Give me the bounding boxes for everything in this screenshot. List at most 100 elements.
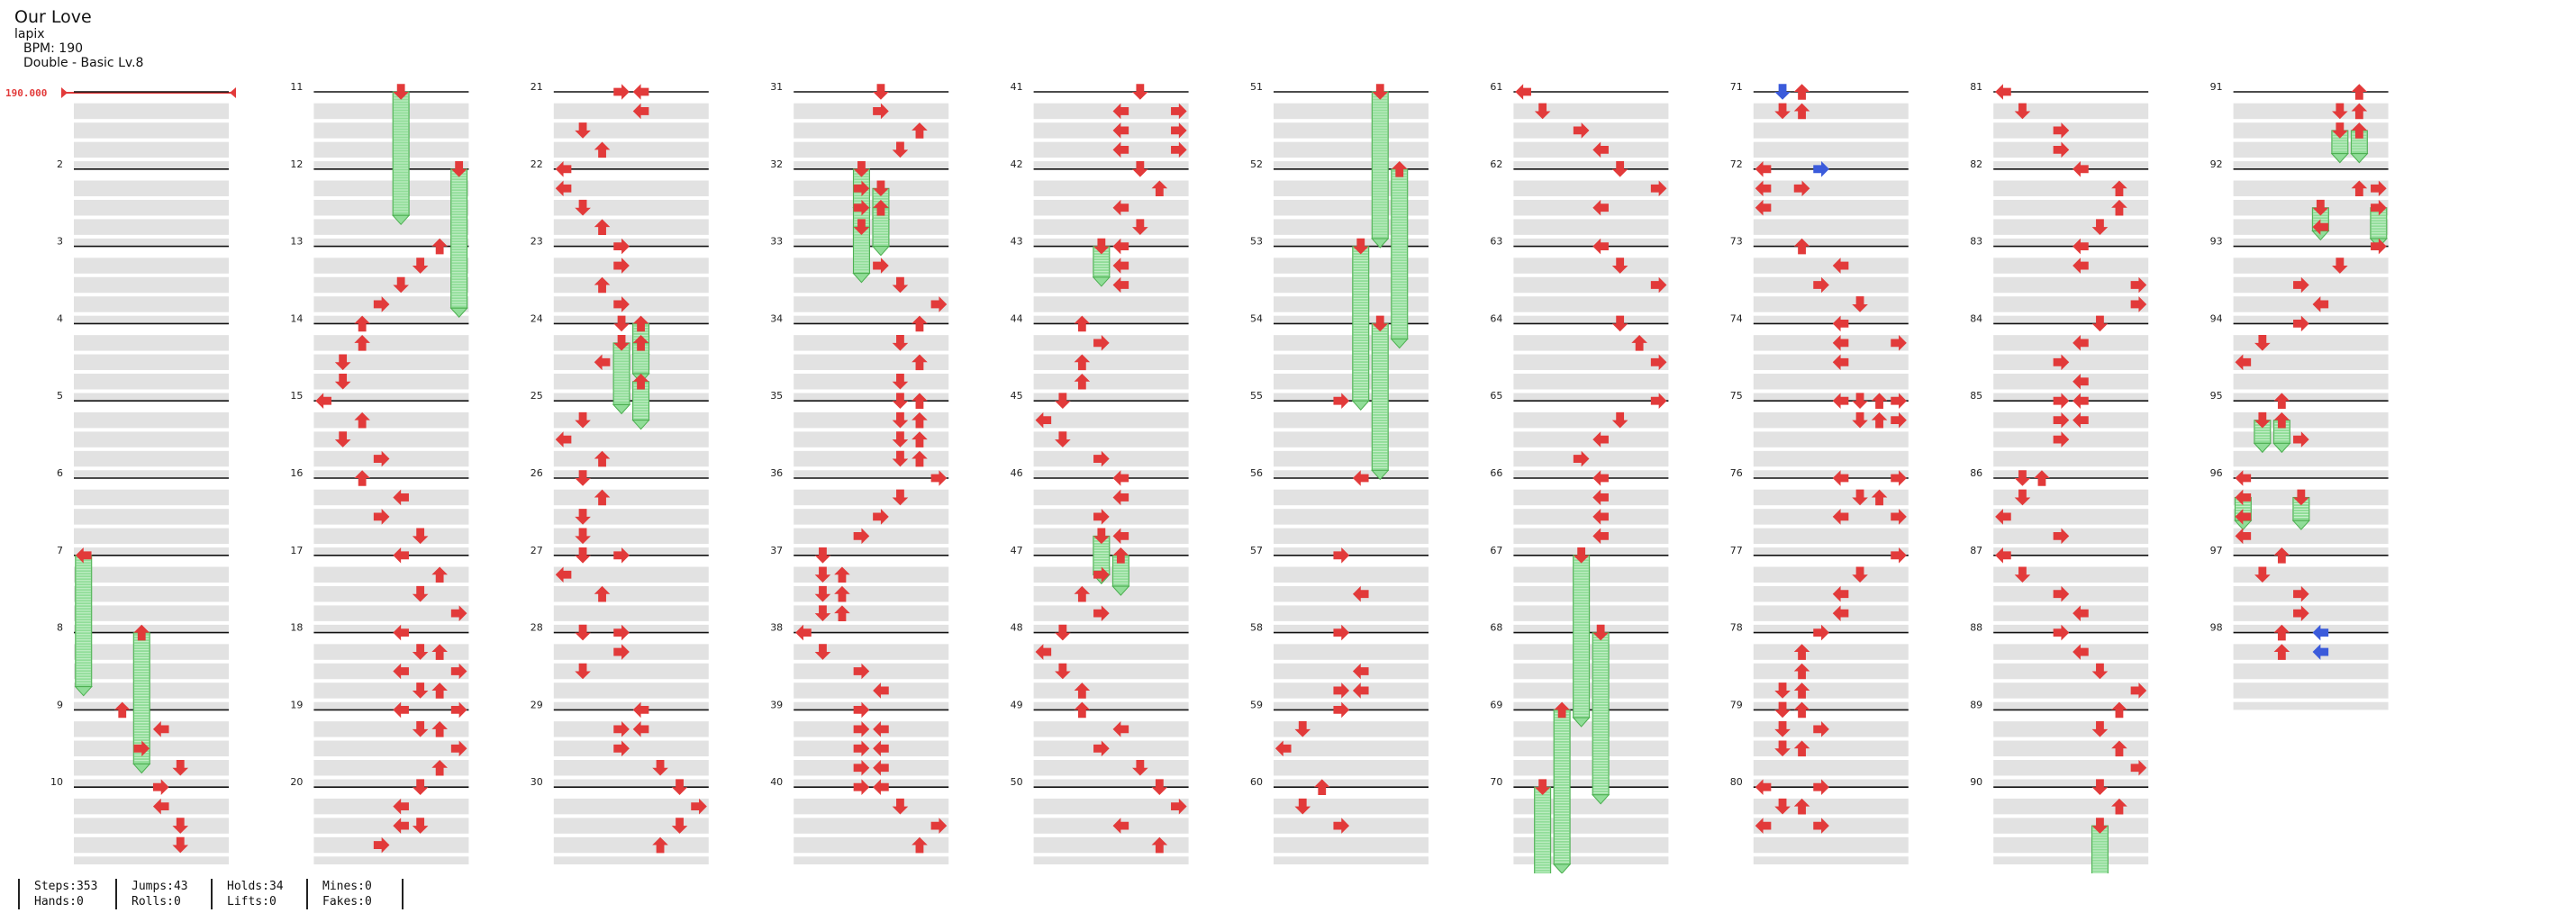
measure-number: 58 xyxy=(1250,622,1263,634)
measure-number: 80 xyxy=(1730,776,1743,788)
measure-band xyxy=(1513,547,1669,556)
measure-band xyxy=(2233,199,2389,216)
hold-note xyxy=(392,91,411,226)
measure-band xyxy=(2233,354,2389,371)
measure-band xyxy=(74,276,229,294)
measure-band xyxy=(1513,431,1669,447)
measure-number: 20 xyxy=(290,776,303,788)
measure-band xyxy=(1993,836,2149,854)
measure-band xyxy=(1513,219,1669,235)
measure-number: 17 xyxy=(290,545,303,556)
measure-band xyxy=(74,585,229,602)
stat-mines: Mines:0 xyxy=(322,880,372,893)
measure-number: 26 xyxy=(531,467,543,479)
measure-band xyxy=(794,199,949,216)
hold-note xyxy=(2330,130,2349,164)
measure-band xyxy=(313,528,469,545)
measure-band xyxy=(1274,411,1429,429)
measure-band xyxy=(1753,760,1909,776)
measure-band xyxy=(74,354,229,371)
measure-band xyxy=(1993,682,2149,699)
measure-band xyxy=(1274,122,1429,139)
measure-band xyxy=(794,836,949,854)
measure-band xyxy=(1033,296,1189,312)
measure-number: 92 xyxy=(2210,158,2223,170)
measure-band xyxy=(1513,721,1669,737)
measure-band xyxy=(794,141,949,158)
stats-group-end xyxy=(402,879,418,909)
measure-band xyxy=(74,393,229,402)
measure-band xyxy=(1513,760,1669,776)
measure-band xyxy=(1274,528,1429,545)
measure-number: 36 xyxy=(770,467,783,479)
measure-band xyxy=(1274,296,1429,312)
measure-band xyxy=(553,393,709,402)
measure-band xyxy=(313,276,469,294)
measure-band xyxy=(313,740,469,757)
measure-band xyxy=(1513,199,1669,216)
measure-number: 31 xyxy=(770,81,783,93)
measure-band xyxy=(2233,528,2389,545)
measure-number: 43 xyxy=(1011,236,1023,248)
measure-band xyxy=(553,276,709,294)
song-header: Our Love lapix BPM: 190 Double - Basic L… xyxy=(14,7,143,70)
measure-band xyxy=(1033,374,1189,390)
measure-band xyxy=(553,470,709,478)
measure-band xyxy=(1993,450,2149,467)
measure-band xyxy=(1513,296,1669,312)
measure-band xyxy=(2233,644,2389,660)
hold-notes xyxy=(74,91,2388,873)
measure-band xyxy=(1274,393,1429,402)
measure-band xyxy=(1993,276,2149,294)
measure-band xyxy=(74,122,229,139)
measure-band xyxy=(1033,779,1189,788)
measure-number: 56 xyxy=(1250,467,1263,479)
measure-band xyxy=(313,431,469,447)
measure-band xyxy=(794,161,949,169)
measure-band xyxy=(74,470,229,478)
measure-number: 3 xyxy=(57,236,63,248)
tap-note-right-arrow-icon xyxy=(613,84,630,100)
measure-number: 70 xyxy=(1490,776,1502,788)
measure-band xyxy=(553,644,709,660)
measure-band xyxy=(553,585,709,602)
measure-band xyxy=(1993,760,2149,776)
measure-band xyxy=(74,374,229,390)
measure-band xyxy=(1513,276,1669,294)
measure-number: 54 xyxy=(1250,312,1263,324)
measure-band xyxy=(1753,431,1909,447)
measure-band xyxy=(313,509,469,525)
measure-band xyxy=(794,856,949,864)
measure-band xyxy=(2233,470,2389,478)
measure-band xyxy=(2233,315,2389,324)
measure-band xyxy=(1274,258,1429,274)
measure-band xyxy=(313,411,469,429)
measure-band xyxy=(1993,489,2149,506)
measure-band xyxy=(313,470,469,478)
hold-note xyxy=(2272,420,2291,454)
measure-number: 11 xyxy=(290,81,303,93)
measure-band xyxy=(1993,528,2149,545)
measure-band xyxy=(1274,566,1429,583)
measure-band xyxy=(1513,509,1669,525)
measure-band xyxy=(553,605,709,621)
measure-band xyxy=(1274,701,1429,710)
measure-band xyxy=(1033,663,1189,680)
measure-band xyxy=(553,818,709,834)
measure-band xyxy=(553,141,709,158)
measure-band xyxy=(1993,411,2149,429)
measure-number: 42 xyxy=(1011,158,1023,170)
measure-number: 94 xyxy=(2210,312,2223,324)
measure-band xyxy=(1513,315,1669,324)
measure-band xyxy=(74,103,229,120)
measure-band xyxy=(2233,219,2389,235)
measure-band xyxy=(1033,489,1189,506)
measure-band xyxy=(2233,605,2389,621)
measure-number: 8 xyxy=(57,622,63,634)
measure-band xyxy=(1753,122,1909,139)
measure-band xyxy=(1274,238,1429,247)
measure-band xyxy=(794,644,949,660)
measure-band xyxy=(1993,199,2149,216)
measure-number: 53 xyxy=(1250,236,1263,248)
measure-band xyxy=(1033,199,1189,216)
